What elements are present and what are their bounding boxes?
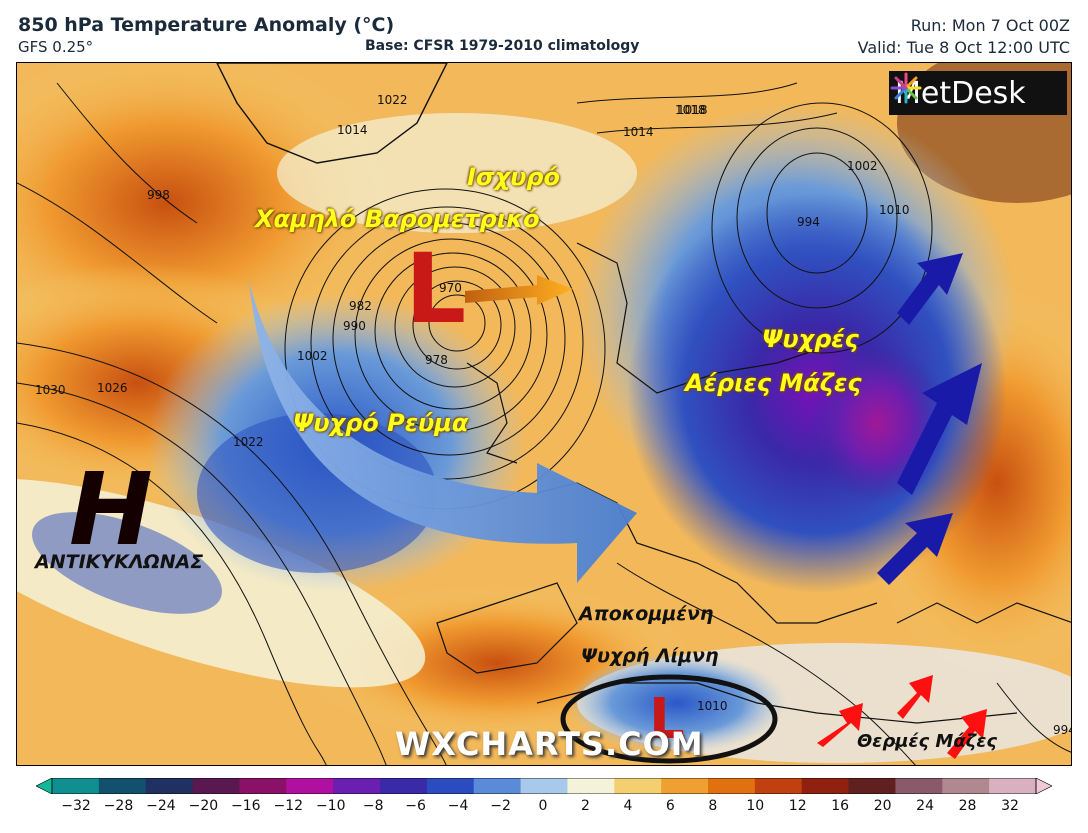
- cold-masses-label-2: Αέριες Μάζες: [685, 369, 862, 397]
- isobar-label: 1010: [879, 203, 910, 217]
- cold-stream-arrow: [249, 281, 637, 583]
- colorbar-tick-label: 0: [538, 798, 548, 814]
- colorbar-tick-label: 28: [958, 798, 977, 814]
- colorbar-tick-label: 24: [916, 798, 934, 814]
- colorbar-tick-label: −32: [61, 798, 91, 814]
- colorbar-segment: [848, 778, 896, 794]
- colorbar-segment: [895, 778, 943, 794]
- wxcharts-watermark: WXCHARTS.COM: [395, 725, 704, 763]
- isobar-label: 1014: [337, 123, 368, 137]
- colorbar-segment: [614, 778, 662, 794]
- colorbar-tick-label: 16: [831, 798, 850, 814]
- anticyclone-label: ΑΝΤΙΚΥΚΛΩΝΑΣ: [35, 551, 204, 573]
- colorbar-tick-label: −2: [490, 798, 511, 814]
- high-pressure-symbol: H: [69, 451, 153, 568]
- cold-stream-label: Ψυχρό Ρεύμα: [293, 409, 469, 437]
- isobar-label: 1018: [677, 103, 708, 117]
- isobar-label: 1030: [35, 383, 66, 397]
- colorbar-tick-label: 2: [580, 798, 590, 814]
- cutoff-label-2: Ψυχρή Λίμνη: [581, 645, 719, 667]
- colorbar-tick-label: −4: [447, 798, 469, 814]
- isobar-label: 1022: [377, 93, 408, 107]
- colorbar-segment: [98, 778, 147, 794]
- cutoff-low-ring: [560, 674, 778, 764]
- metdesk-logo-text: MetDesk: [895, 75, 1026, 111]
- run-time-label: Run: Mon 7 Oct 00Z: [910, 16, 1070, 35]
- colorbar-segment: [52, 778, 100, 794]
- cold-arrow-3: [877, 513, 953, 585]
- colorbar-segment: [333, 778, 381, 794]
- colorbar-segment: [754, 778, 803, 794]
- strong-low-label-2: Χαμηλό Βαρομετρικό: [255, 205, 540, 233]
- isobar-label: 982: [349, 299, 372, 313]
- colorbar-segment: [708, 778, 756, 794]
- warm-arrow-3: [947, 709, 987, 759]
- isobar-label: 1002: [847, 159, 878, 173]
- climatology-base-label: Base: CFSR 1979-2010 climatology: [365, 38, 640, 54]
- colorbar-segment: [380, 778, 428, 794]
- map-canvas: [17, 63, 1071, 765]
- isobar-label: 1002: [297, 349, 328, 363]
- low-pressure-symbol: L: [405, 233, 467, 345]
- isobar-label: 1018: [675, 103, 706, 117]
- colorbar-segment: [801, 778, 850, 794]
- isobar-label: 1026: [97, 381, 128, 395]
- isobar-label: 998: [147, 188, 170, 202]
- colorbar: [36, 778, 1052, 794]
- colorbar-tick-label: −20: [188, 798, 219, 814]
- warm-masses-label: Θερμές Μάζες: [857, 731, 998, 752]
- colorbar-segment: [520, 778, 568, 794]
- low-motion-arrow: [465, 275, 573, 305]
- model-label: GFS 0.25°: [18, 38, 94, 56]
- colorbar-tick-label: −10: [315, 798, 346, 814]
- colorbar-tick-label: −16: [231, 798, 261, 814]
- colorbar-tick-label: 8: [708, 798, 718, 814]
- valid-time-label: Valid: Tue 8 Oct 12:00 UTC: [857, 38, 1070, 57]
- anomaly-map: Ισχυρό Χαμηλό Βαρομετρικό L Ψυχρό Ρεύμα …: [16, 62, 1072, 766]
- colorbar-tick-label: 20: [873, 798, 892, 814]
- colorbar-segment: [473, 778, 522, 794]
- colorbar-segment: [567, 778, 615, 794]
- isobar-label: 994: [797, 215, 820, 229]
- isobar-label: 994: [1053, 723, 1071, 737]
- isobar-label: 1014: [623, 125, 654, 139]
- colorbar-min-extend: [36, 778, 53, 794]
- colorbar-ticks: −32 −28 −24 −20 −16 −12 −10 −8 −6 −4 −2 0 2 4 6 8 10 12 16…: [0, 798, 1088, 822]
- strong-low-label-1: Ισχυρό: [467, 163, 560, 191]
- colorbar-max-extend: [1035, 778, 1052, 794]
- colorbar-tick-label: −8: [362, 798, 384, 814]
- colorbar-tick-label: 4: [623, 798, 633, 814]
- cutoff-label-1: Αποκομμένη: [579, 603, 714, 625]
- colorbar-tick-label: −24: [146, 798, 176, 814]
- colorbar-tick-label: 32: [1001, 798, 1019, 814]
- colorbar-segment: [286, 778, 334, 794]
- warm-arrow-2: [897, 675, 933, 719]
- isobar-label: 1022: [233, 435, 264, 449]
- colorbar-segment: [426, 778, 475, 794]
- cold-arrow-1: [897, 253, 963, 325]
- cold-arrow-2: [897, 363, 982, 495]
- metdesk-burst-icon: [890, 72, 922, 104]
- warm-arrow-1: [817, 703, 863, 747]
- isobar-label: 970: [439, 281, 462, 295]
- colorbar-tick-label: −28: [103, 798, 134, 814]
- isobar-label: 990: [343, 319, 366, 333]
- colorbar-segment: [661, 778, 709, 794]
- colorbar-tick-label: 10: [746, 798, 765, 814]
- chart-title: 850 hPa Temperature Anomaly (°C): [18, 14, 395, 36]
- colorbar-tick-label: −12: [273, 798, 304, 814]
- cutoff-low-symbol: L: [649, 687, 685, 752]
- colorbar-segment: [989, 778, 1037, 794]
- colorbar-tick-label: 6: [665, 798, 675, 814]
- isobar-label: 978: [425, 353, 448, 367]
- colorbar-segment: [942, 778, 990, 794]
- isobar-label: 1010: [697, 699, 728, 713]
- cold-masses-label-1: Ψυχρές: [762, 325, 859, 353]
- colorbar-tick-label: 12: [788, 798, 807, 814]
- colorbar-segment: [239, 778, 287, 794]
- metdesk-logo: MetDesk: [889, 71, 1067, 115]
- colorbar-segment: [145, 778, 194, 794]
- colorbar-segment: [192, 778, 240, 794]
- colorbar-tick-label: −6: [405, 798, 426, 814]
